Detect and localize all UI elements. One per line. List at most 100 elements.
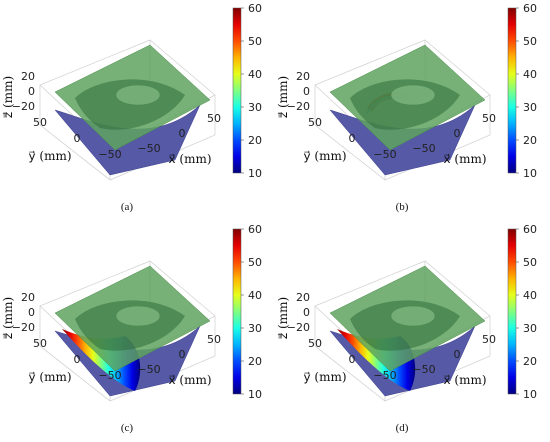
- colorbar-tick-label: 60: [248, 223, 262, 236]
- x-tick-label: 0: [454, 348, 461, 361]
- x-tick-label: 0: [179, 348, 186, 361]
- chart-svg: 20 0 −20z⃗ (mm) 50 0 −50 y⃗ (mm) 50 0 −50 x⃗ (mm) 6…: [1, 2, 262, 213]
- z-tick-label: 20: [21, 291, 35, 304]
- y-tick-label: 0: [74, 132, 81, 145]
- lens-ellipse: [115, 84, 161, 106]
- z-axis: 20 0 −20z⃗ (mm): [1, 70, 35, 118]
- z-tick-label: 0: [28, 306, 35, 319]
- z-tick-label: −20: [12, 321, 35, 334]
- x-tick-label: −50: [137, 363, 160, 376]
- panel-caption: (d): [396, 422, 409, 434]
- y-tick-label: −50: [373, 148, 396, 161]
- x-tick-label: −50: [412, 363, 435, 376]
- x-tick-label: −50: [137, 142, 160, 155]
- colorbar: 60 50 40 30 20 10: [232, 2, 262, 180]
- x-axis-label: x⃗ (mm): [168, 152, 211, 166]
- colorbar-tick-label: 40: [523, 68, 537, 81]
- x-axis: 50 0 −50 x⃗ (mm): [137, 112, 221, 166]
- x-axis-label: x⃗ (mm): [443, 152, 486, 166]
- colorbar-ramp: [507, 7, 517, 174]
- x-axis-label: x⃗ (mm): [168, 373, 211, 387]
- y-tick-label: 0: [349, 132, 356, 145]
- lens-ellipse: [390, 305, 436, 327]
- z-tick-label: −20: [12, 100, 35, 113]
- y-axis-label: y⃗ (mm): [28, 370, 71, 384]
- colorbar-tick-label: 10: [523, 167, 537, 180]
- chart-svg: 20 0 −20z⃗ (mm) 50 0 −50 y⃗ (mm) 50 0 −50 x⃗ (mm) 6…: [276, 223, 537, 434]
- z-axis: 20 0 −20z⃗ (mm): [276, 291, 310, 339]
- colorbar: 60 50 40 30 20 10: [507, 223, 537, 401]
- y-tick-label: 50: [308, 337, 322, 350]
- z-axis-label: z⃗ (mm): [1, 76, 15, 118]
- y-axis: 50 0 −50 y⃗ (mm): [303, 116, 396, 163]
- z-tick-label: 20: [296, 291, 310, 304]
- z-tick-label: 20: [21, 70, 35, 83]
- y-tick-label: 0: [349, 353, 356, 366]
- x-axis: 50 0 −50 x⃗ (mm): [412, 112, 496, 166]
- x-tick-label: 0: [454, 127, 461, 140]
- z-tick-label: 0: [303, 306, 310, 319]
- z-axis-label: z⃗ (mm): [276, 297, 290, 339]
- panel-b: 20 0 −20 z⃗ (mm) 50 0 −50 y⃗ (mm) 50 0 −50 x⃗ (mm) 6…: [275, 0, 550, 221]
- z-tick-label: 0: [303, 85, 310, 98]
- x-tick-label: 50: [482, 112, 496, 125]
- z-axis-label: z⃗ (mm): [1, 297, 15, 339]
- x-axis: 50 0 −50 x⃗ (mm): [137, 333, 221, 387]
- colorbar-ramp: [507, 228, 517, 395]
- colorbar-tick-label: 10: [248, 167, 262, 180]
- panel-d: 20 0 −20 z⃗ (mm) 50 0 −50 y⃗ (mm) 50 0 −50 x⃗ (mm) 6…: [275, 221, 550, 442]
- panel-caption: (a): [121, 201, 134, 213]
- colorbar-tick-label: 40: [523, 289, 537, 302]
- colorbar-tick-label: 30: [523, 101, 537, 114]
- colorbar-tick-label: 60: [248, 2, 262, 15]
- colorbar-tick-label: 20: [248, 134, 262, 147]
- colorbar-tick-label: 40: [248, 68, 262, 81]
- panel-a: 20 0 −20 z⃗ (mm) 50 0 −50 y⃗ (mm) 50 0 −50 x⃗ (mm) 6…: [0, 0, 275, 221]
- colorbar-tick-label: 50: [248, 35, 262, 48]
- lens-ellipse: [115, 305, 161, 327]
- colorbar-tick-label: 60: [523, 2, 537, 15]
- z-tick-label: −20: [287, 100, 310, 113]
- colorbar: 60 50 40 30 20 10: [232, 223, 262, 401]
- y-axis: 50 0 −50 y⃗ (mm): [28, 116, 121, 163]
- panel-c: 20 0 −20 z⃗ (mm) 50 0 −50 y⃗ (mm) 50 0 −50 x⃗ (mm) 6…: [0, 221, 275, 442]
- z-axis-label: z⃗ (mm): [276, 76, 290, 118]
- y-tick-label: −50: [98, 148, 121, 161]
- z-tick-label: 20: [296, 70, 310, 83]
- colorbar-tick-label: 60: [523, 223, 537, 236]
- colorbar-tick-label: 50: [523, 256, 537, 269]
- y-axis-label: y⃗ (mm): [303, 370, 346, 384]
- colorbar-tick-label: 10: [523, 388, 537, 401]
- z-tick-label: 0: [28, 85, 35, 98]
- colorbar-ramp: [232, 7, 242, 174]
- x-tick-label: 50: [482, 333, 496, 346]
- colorbar-tick-label: 30: [248, 101, 262, 114]
- colorbar-tick-label: 40: [248, 289, 262, 302]
- y-axis: 50 0 −50 y⃗ (mm): [303, 337, 396, 384]
- colorbar-ramp: [232, 228, 242, 395]
- colorbar-tick-label: 30: [523, 322, 537, 335]
- y-tick-label: 50: [308, 116, 322, 129]
- x-axis: 50 0 −50 x⃗ (mm): [412, 333, 496, 387]
- colorbar-tick-label: 50: [523, 35, 537, 48]
- colorbar-tick-label: 10: [248, 388, 262, 401]
- y-axis-label: y⃗ (mm): [28, 149, 71, 163]
- chart-svg: 20 0 −20z⃗ (mm) 50 0 −50 y⃗ (mm) 50 0 −50 x⃗ (mm) 6…: [276, 2, 537, 213]
- y-tick-label: 50: [33, 337, 47, 350]
- y-tick-label: −50: [98, 369, 121, 382]
- colorbar-tick-label: 30: [248, 322, 262, 335]
- colorbar-tick-label: 20: [523, 355, 537, 368]
- panel-caption: (b): [396, 201, 409, 213]
- y-axis-label: y⃗ (mm): [303, 149, 346, 163]
- x-tick-label: 50: [207, 333, 221, 346]
- z-axis: 20 0 −20z⃗ (mm): [1, 291, 35, 339]
- x-axis-label: x⃗ (mm): [443, 373, 486, 387]
- y-tick-label: −50: [373, 369, 396, 382]
- x-tick-label: −50: [412, 142, 435, 155]
- y-tick-label: 50: [33, 116, 47, 129]
- lens-ellipse: [390, 84, 436, 106]
- chart-svg: 20 0 −20z⃗ (mm) 50 0 −50 y⃗ (mm) 50 0 −50 x⃗ (mm) 6…: [1, 223, 262, 434]
- panel-caption: (c): [121, 422, 134, 434]
- colorbar-tick-label: 20: [248, 355, 262, 368]
- x-tick-label: 50: [207, 112, 221, 125]
